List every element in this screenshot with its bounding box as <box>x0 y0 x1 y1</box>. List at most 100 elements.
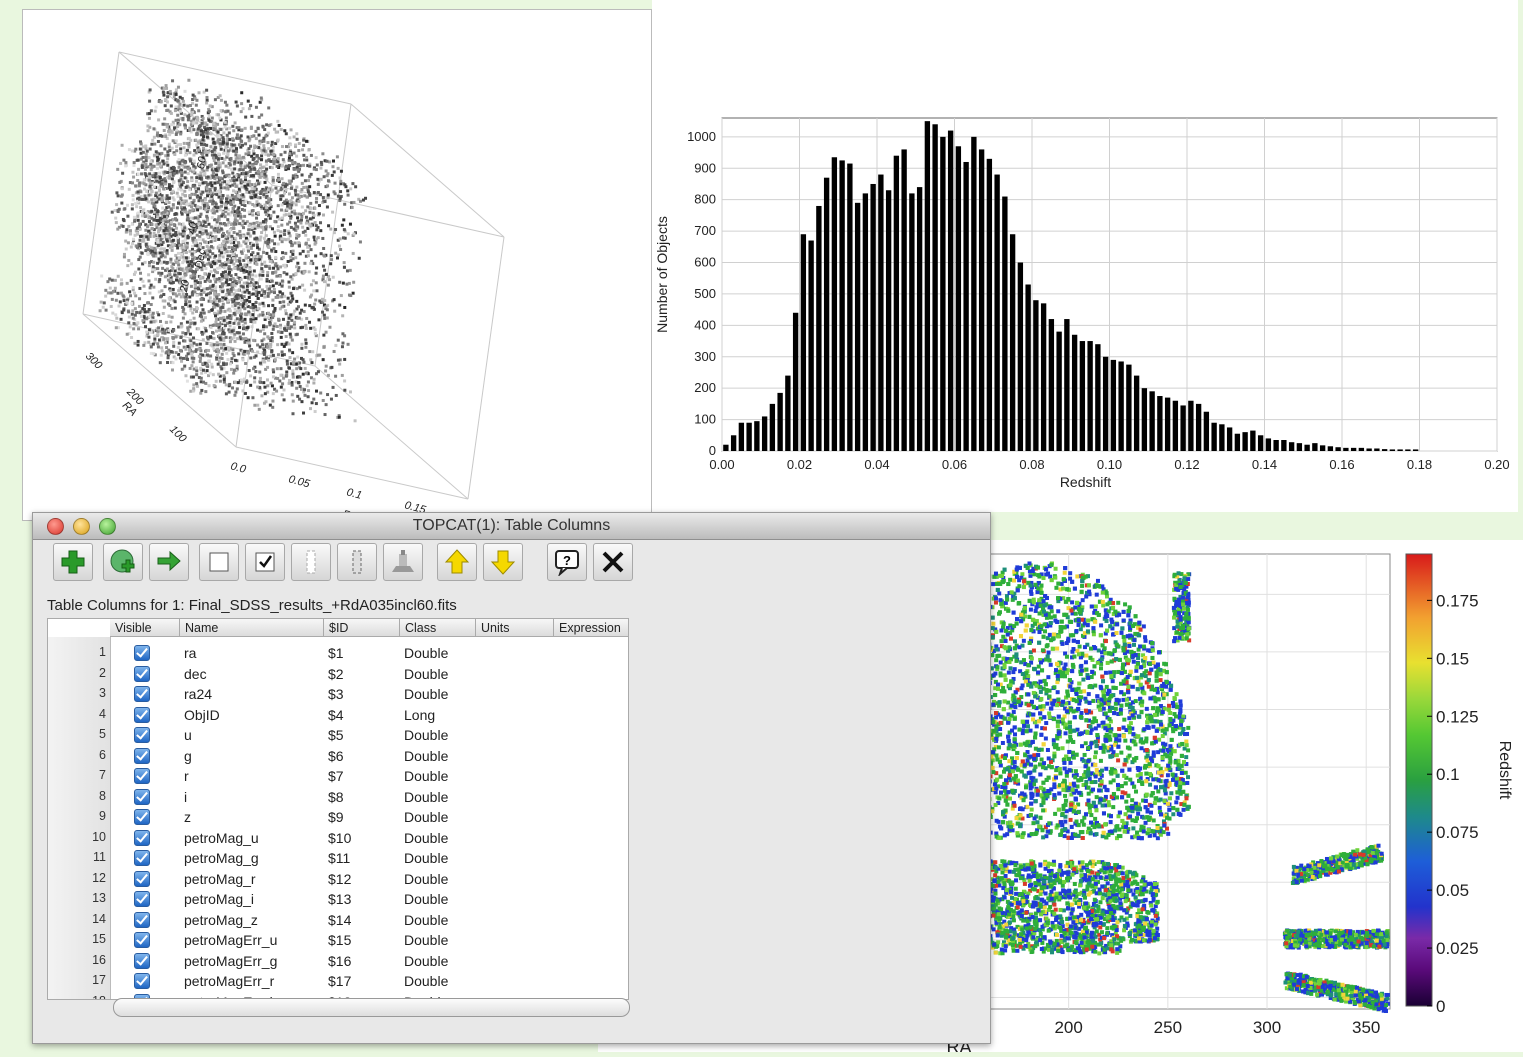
histogram-bar <box>1157 396 1162 451</box>
scatter-point <box>135 205 138 208</box>
scatter-point <box>217 351 220 354</box>
cube-edge <box>119 52 351 104</box>
scatter-point <box>341 314 344 317</box>
scatter-point <box>128 316 131 319</box>
scatter-point <box>221 357 224 360</box>
scatter-point <box>279 235 282 238</box>
scatter-point <box>242 332 245 335</box>
scatter-point <box>213 384 216 387</box>
scatter-point <box>301 148 304 151</box>
scatter-point <box>331 165 334 168</box>
scatter-point <box>334 375 337 378</box>
scatter-point <box>332 386 335 389</box>
scatter-point <box>199 293 202 296</box>
scatter-point <box>343 379 346 382</box>
scatter-point <box>209 104 212 107</box>
scatter-point <box>201 362 204 365</box>
scatter-point <box>243 350 246 353</box>
scatter-point <box>137 173 140 176</box>
scatter-3d-canvas[interactable]: 300200100RA0.00.050.10.150.2Redshift2040… <box>23 10 651 520</box>
scatter-point <box>267 292 270 295</box>
scatter-point <box>242 201 245 204</box>
scatter-point <box>339 237 342 240</box>
scatter-point <box>316 163 319 166</box>
scatter-point <box>296 262 299 265</box>
scatter-point <box>322 247 325 250</box>
scatter-point <box>216 341 219 344</box>
scatter-point <box>216 135 219 138</box>
scatter-point <box>193 290 196 293</box>
scatter-point <box>260 154 263 157</box>
scatter-point <box>239 199 242 202</box>
scatter-point <box>238 326 241 329</box>
scatter-point <box>265 234 268 237</box>
scatter-point <box>272 284 275 287</box>
scatter-point <box>274 250 277 253</box>
scatter-point <box>270 332 273 335</box>
scatter-point <box>167 197 170 200</box>
scatter-point <box>176 114 179 117</box>
scatter-point <box>156 267 159 270</box>
scatter-point <box>160 247 163 250</box>
scatter-point <box>180 174 183 177</box>
scatter-point <box>141 164 144 167</box>
scatter-point <box>178 179 181 182</box>
scatter-point <box>133 216 136 219</box>
scatter-point <box>143 178 146 181</box>
scatter-point <box>148 175 151 178</box>
scatter-point <box>104 289 107 292</box>
scatter-point <box>154 110 157 113</box>
scatter-point <box>281 350 284 353</box>
scatter-point <box>216 219 219 222</box>
scatter-point <box>293 310 296 313</box>
scatter-point <box>209 181 212 184</box>
scatter-point <box>257 211 260 214</box>
scatter-point <box>186 214 189 217</box>
scatter-point <box>213 337 216 340</box>
scatter-point <box>285 238 288 241</box>
histogram-bar <box>1103 357 1108 451</box>
scatter-point <box>276 296 279 299</box>
scatter-point <box>208 359 211 362</box>
scatter-point <box>228 321 231 324</box>
scatter-point <box>188 349 191 352</box>
scatter-point <box>146 246 149 249</box>
scatter-point <box>217 153 220 156</box>
scatter-point <box>211 331 214 334</box>
scatter-point <box>188 211 191 214</box>
scatter-point <box>309 217 312 220</box>
scatter-point <box>123 207 126 210</box>
scatter-point <box>132 194 135 197</box>
scatter-point <box>225 371 228 374</box>
scatter-point <box>259 163 262 166</box>
scatter-point <box>245 303 248 306</box>
scatter-point <box>246 276 249 279</box>
scatter-point <box>209 335 212 338</box>
scatter-point <box>325 403 328 406</box>
scatter-point <box>260 158 263 161</box>
scatter-point <box>189 322 192 325</box>
scatter-point <box>190 307 193 310</box>
scatter-point <box>196 307 199 310</box>
scatter-point <box>322 265 325 268</box>
scatter-point <box>195 133 198 136</box>
scatter-point <box>194 280 197 283</box>
scatter-point <box>161 160 164 163</box>
scatter-point <box>120 292 123 295</box>
scatter-point <box>314 332 317 335</box>
scatter-3d-plot[interactable]: 300200100RA0.00.050.10.150.2Redshift2040… <box>22 9 652 521</box>
scatter-point <box>224 224 227 227</box>
scatter-point <box>145 153 148 156</box>
scatter-point <box>337 195 340 198</box>
scatter-point <box>220 99 223 102</box>
scatter-point <box>315 272 318 275</box>
scatter-point <box>145 156 148 159</box>
scatter-point <box>295 272 298 275</box>
scatter-point <box>203 272 206 275</box>
scatter-point <box>249 306 252 309</box>
histogram-bar <box>925 121 930 451</box>
scatter-point <box>183 340 186 343</box>
scatter-point <box>161 350 164 353</box>
scatter-point <box>201 153 204 156</box>
scatter-point <box>272 354 275 357</box>
